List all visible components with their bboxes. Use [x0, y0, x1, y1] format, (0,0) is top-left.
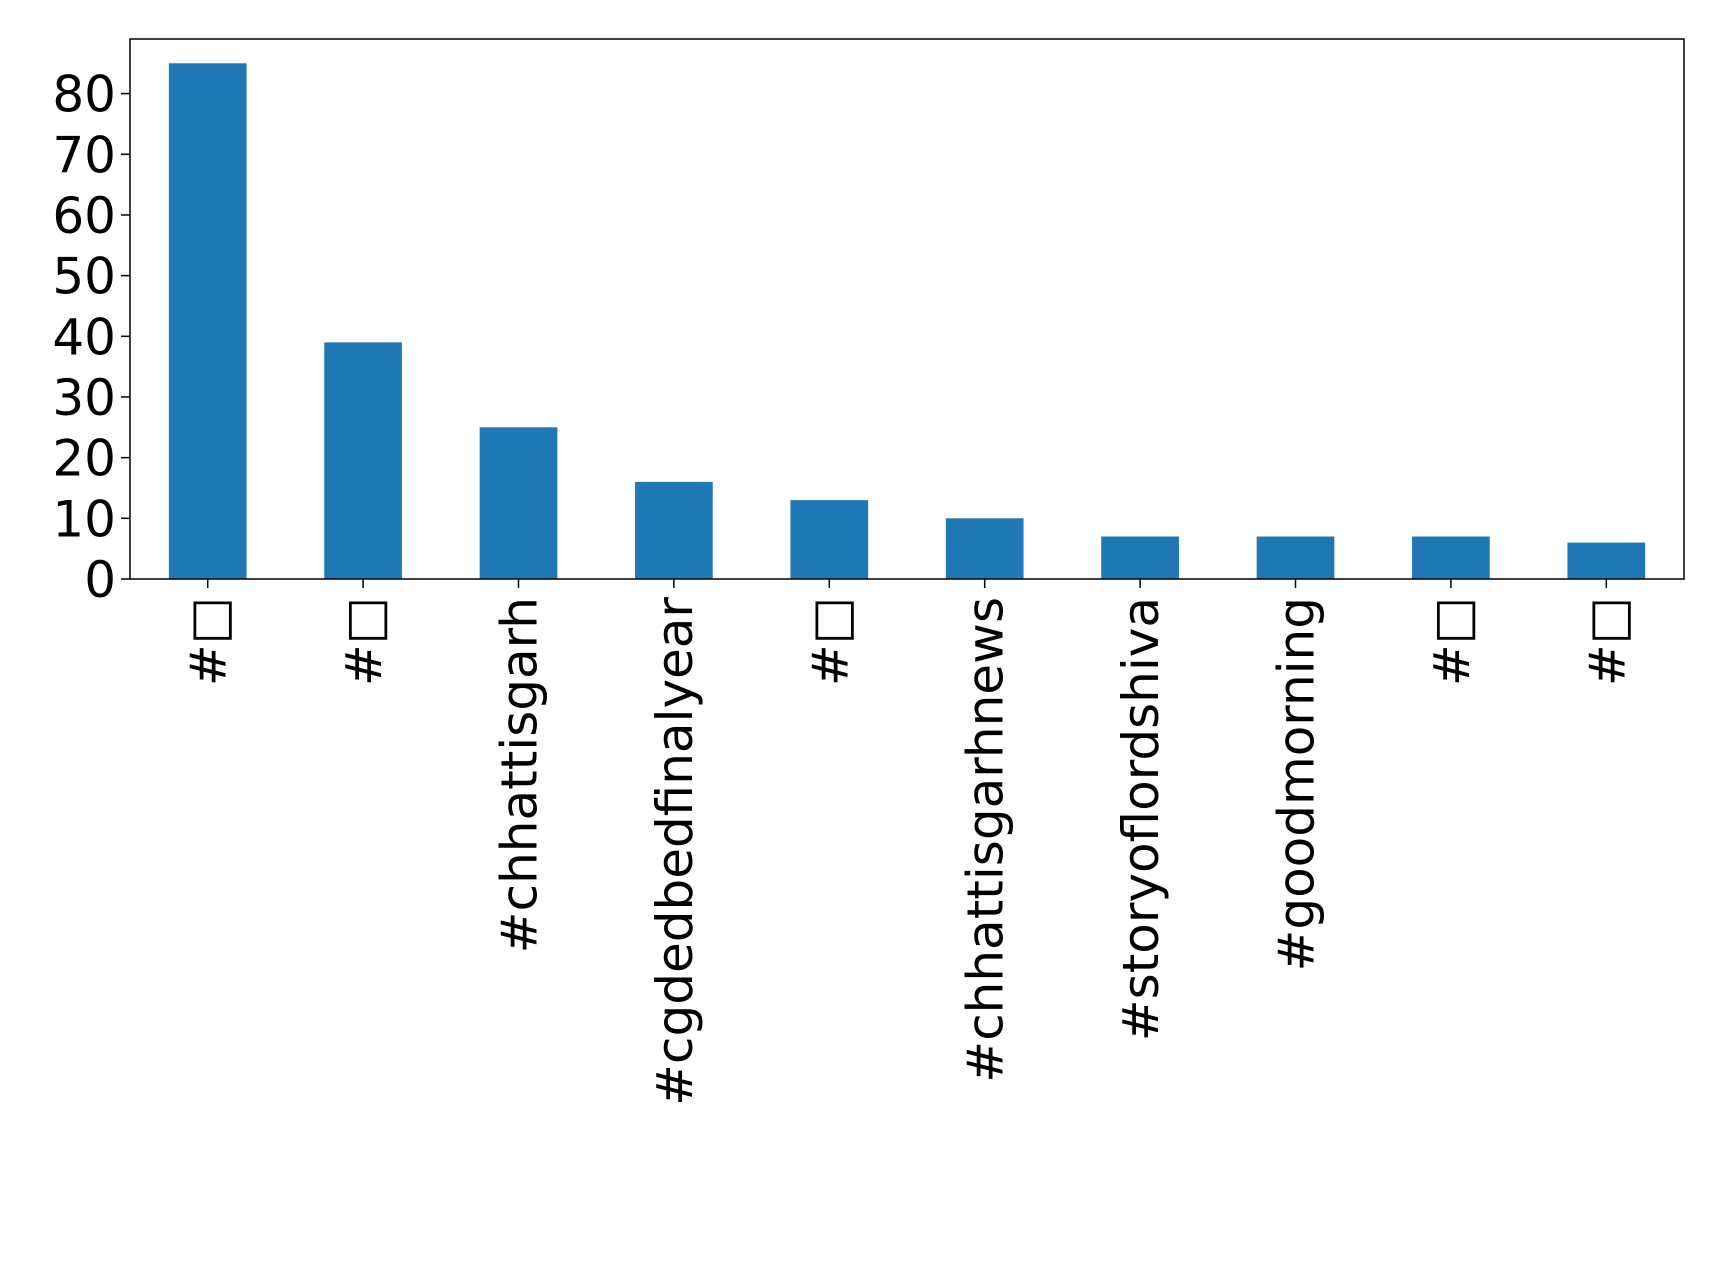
bar [168, 63, 247, 580]
x-tick-label: #□ [180, 597, 238, 686]
bar [1412, 536, 1490, 579]
y-tick-label: 50 [52, 248, 116, 306]
x-tick-label: #cgdedbedfinalyear [646, 597, 704, 1106]
bar [790, 500, 869, 579]
bar [945, 518, 1024, 579]
y-tick-label: 70 [52, 126, 116, 184]
y-tick-label: 80 [52, 66, 116, 124]
y-tick-label: 0 [84, 551, 116, 609]
y-tick-label: 10 [52, 490, 116, 548]
bar [1256, 536, 1335, 579]
y-tick-label: 60 [52, 187, 116, 245]
y-tick-label: 20 [52, 430, 116, 488]
x-tick-label: #goodmorning [1268, 597, 1326, 972]
x-tick-label: #□ [1423, 597, 1481, 686]
y-tick-label: 40 [52, 308, 116, 366]
x-tick-label: #□ [1578, 597, 1636, 686]
bars-layer [168, 63, 1646, 580]
x-tick-label: #chhattisgarh [491, 597, 549, 953]
bar [1101, 536, 1179, 579]
bar [324, 342, 402, 579]
x-tick-label: #storyoflordshiva [1112, 597, 1170, 1041]
plot-frame [129, 38, 1685, 580]
bar [479, 427, 558, 579]
bar [635, 481, 713, 579]
bar [1567, 542, 1646, 579]
y-tick-label: 30 [52, 369, 116, 427]
x-tick-label: #□ [335, 597, 393, 686]
x-tick-label: #chhattisgarhnews [957, 597, 1015, 1083]
x-tick-label: #□ [801, 597, 859, 686]
x-axis: #□ #□ #chhattisgarh #cgdedbedfinalyear #□ #ch… [180, 579, 1636, 1106]
